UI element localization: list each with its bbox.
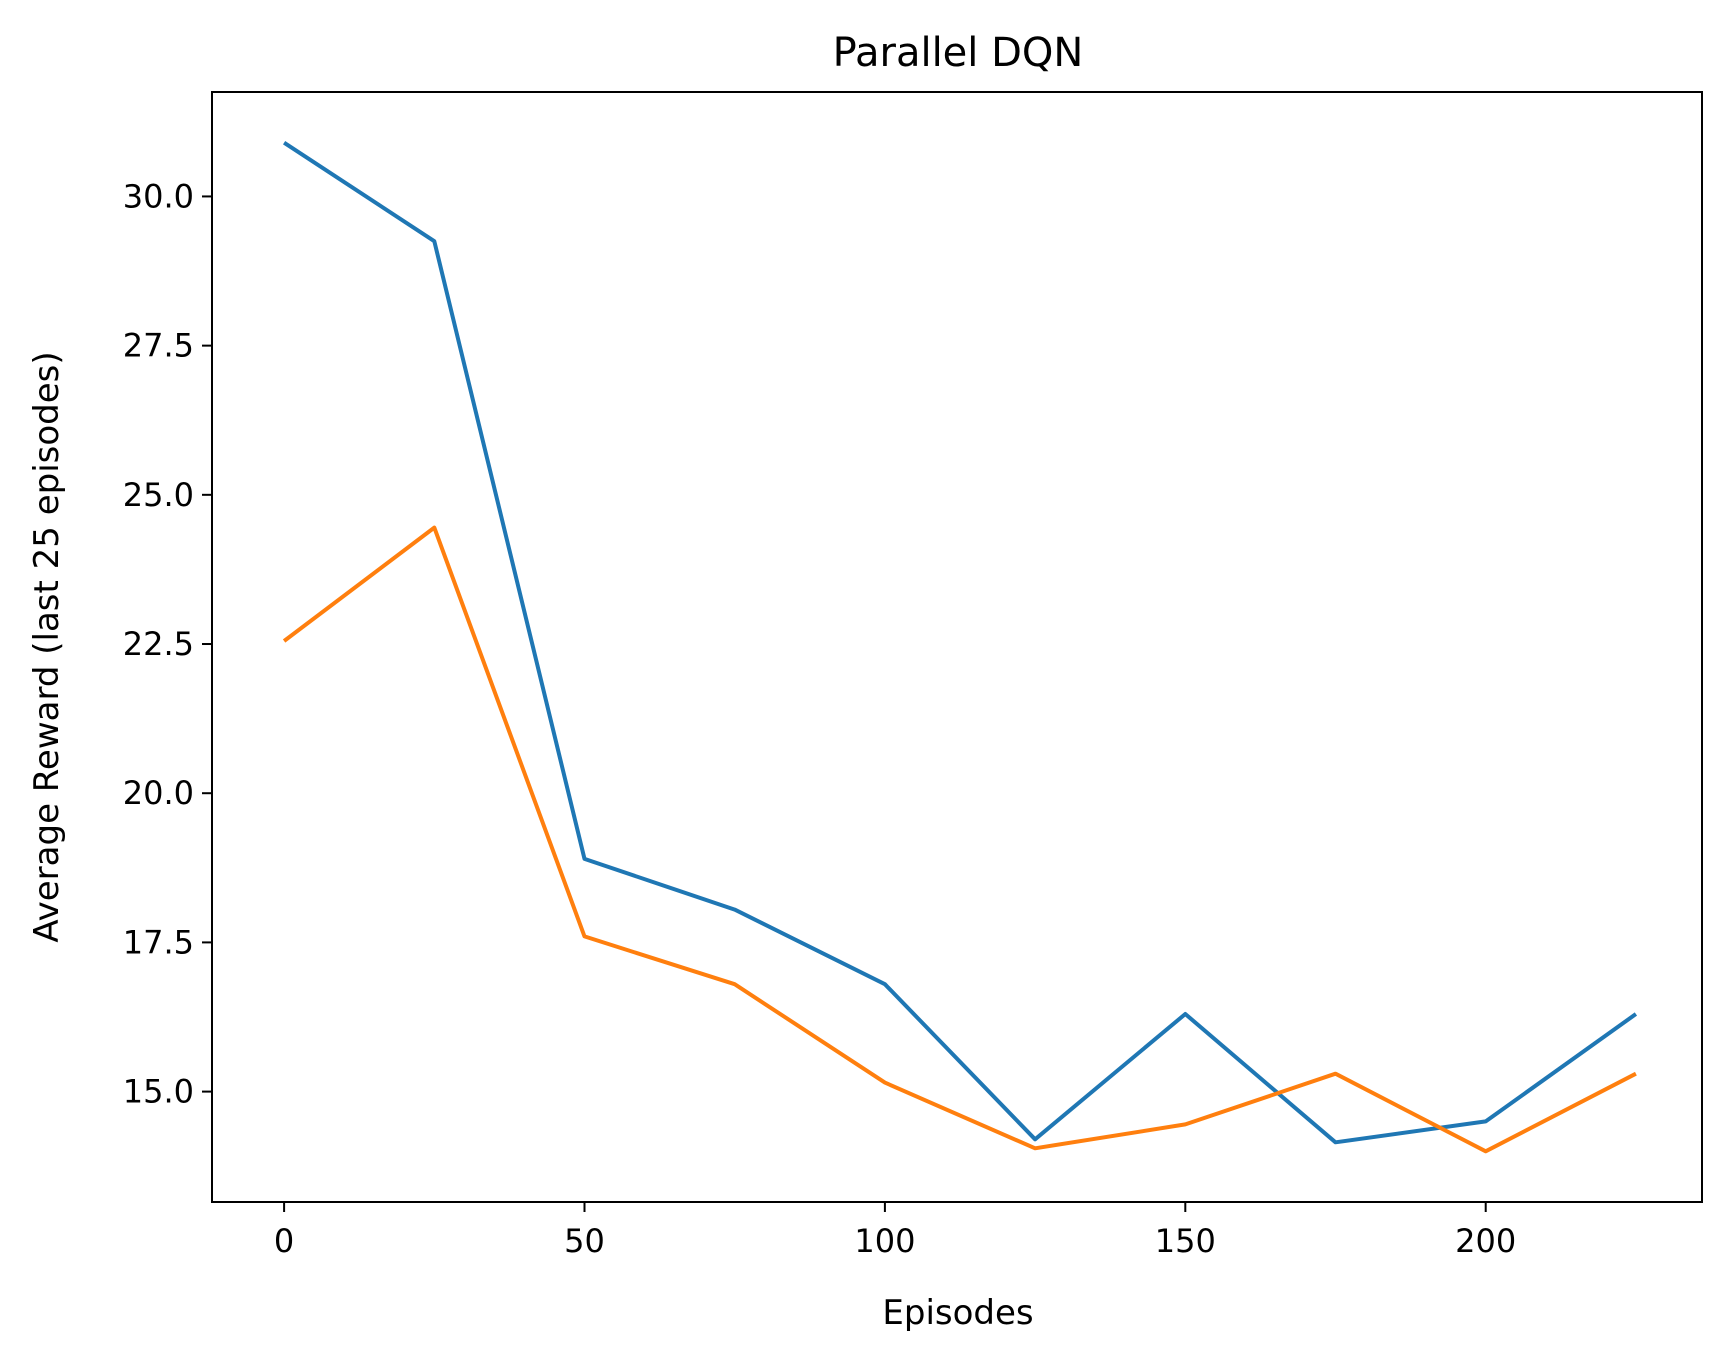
y-axis-ticks: 15.0 17.5 20.0 22.5 25.0 27.5 30.0 xyxy=(123,177,212,1111)
y-tick-label: 17.5 xyxy=(123,923,194,961)
y-tick-label: 15.0 xyxy=(123,1073,194,1111)
y-tick-label: 25.0 xyxy=(123,476,194,514)
x-tick-label: 150 xyxy=(1155,1222,1216,1260)
plot-frame xyxy=(211,91,1703,1203)
x-tick-label: 50 xyxy=(564,1222,605,1260)
x-tick-label: 200 xyxy=(1455,1222,1516,1260)
series-line-2 xyxy=(282,525,1637,1154)
chart-title: Parallel DQN xyxy=(833,30,1084,76)
y-axis-label: Average Reward (last 25 episodes) xyxy=(27,351,67,942)
y-tick-label: 27.5 xyxy=(123,327,194,365)
y-tick-label: 20.0 xyxy=(123,774,194,812)
series-line-1 xyxy=(283,141,1638,1145)
x-axis-ticks: 0 50 100 150 200 xyxy=(274,1202,1516,1260)
y-tick-label: 22.5 xyxy=(123,625,194,663)
x-axis-label: Episodes xyxy=(882,1293,1033,1333)
series-layer xyxy=(282,141,1638,1154)
x-tick-label: 100 xyxy=(854,1222,915,1260)
x-tick-label: 0 xyxy=(274,1222,294,1260)
y-tick-label: 30.0 xyxy=(123,177,194,215)
